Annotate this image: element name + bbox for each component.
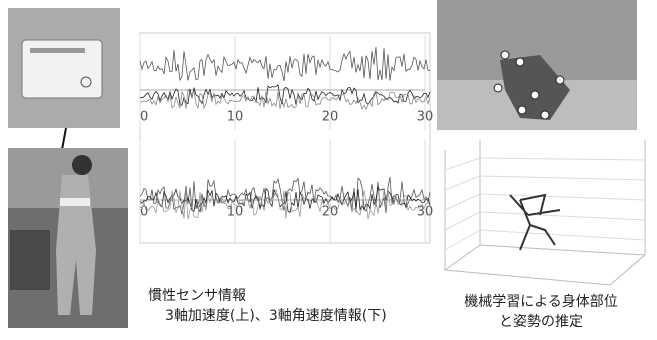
caption-line: 機械学習による身体部位: [464, 294, 618, 310]
x-tick-label: 0: [140, 110, 148, 125]
sensor-photo: [8, 8, 120, 128]
grid-line: [445, 230, 480, 250]
grid-line: [445, 176, 480, 190]
grid-line: [480, 158, 645, 160]
grid-line: [445, 212, 480, 230]
caption-subtitle: 3軸加速度(上)、3軸角速度情報(下): [165, 308, 387, 324]
grid-line: [480, 212, 645, 220]
grid-line: [480, 194, 645, 200]
x-tick-label: 0: [140, 205, 148, 220]
grid-line: [480, 176, 645, 180]
x-tick-label: 10: [227, 110, 244, 125]
3d-plot: [445, 140, 645, 285]
caption-title: 慣性センサ情報: [148, 287, 246, 304]
grid-line: [445, 158, 480, 170]
grid-line: [480, 230, 645, 240]
x-tick-label: 30: [417, 110, 434, 125]
pose-photo: [437, 0, 637, 130]
figure: 01020300102030 慣性センサ情報 3軸加速度(上)、3軸角速度情報(…: [0, 0, 657, 336]
x-tick-label: 20: [322, 110, 339, 125]
worker-photo: [8, 148, 128, 328]
grid-line: [445, 194, 480, 210]
x-tick-label: 10: [227, 205, 244, 220]
caption-line: と姿勢の推定: [499, 314, 583, 330]
x-tick-label: 20: [322, 205, 339, 220]
